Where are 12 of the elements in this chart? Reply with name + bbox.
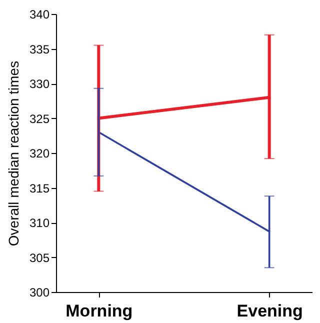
y-tick-label: 315	[29, 181, 50, 196]
x-tick-label: Evening	[236, 302, 303, 320]
y-tick-label: 305	[29, 250, 50, 265]
y-tick-label: 320	[29, 146, 50, 160]
y-tick-label: 310	[29, 216, 50, 230]
y-tick-label: 330	[29, 77, 50, 91]
y-tick-label: 335	[29, 42, 50, 56]
y-tick-label: 340	[29, 8, 50, 22]
y-axis-title: Overall median reaction times	[5, 60, 22, 246]
y-tick-label: 300	[29, 286, 50, 300]
y-tick-label: 325	[29, 112, 50, 126]
x-tick-label: Morning	[66, 302, 133, 320]
